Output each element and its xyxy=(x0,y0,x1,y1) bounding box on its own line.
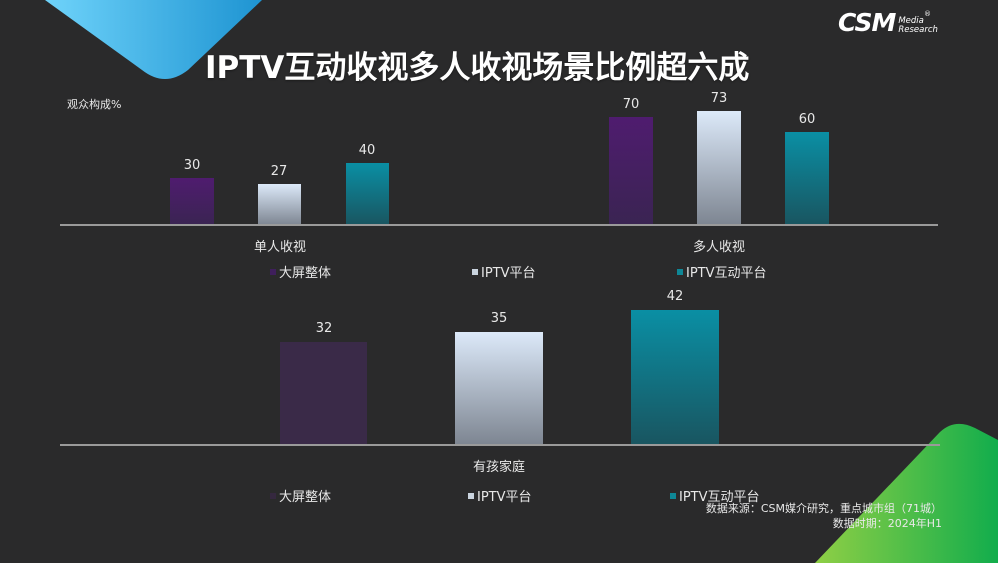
legend-item-da-ping: 大屏整体 xyxy=(270,486,331,505)
legend-item-iptv: IPTV平台 xyxy=(468,486,532,505)
x-axis-line xyxy=(60,224,938,226)
legend-label: IPTV互动平台 xyxy=(679,490,760,505)
bar-value-label: 27 xyxy=(270,164,288,179)
bar-multi-iptv xyxy=(697,111,741,225)
logo-sub-line2: Research xyxy=(898,25,938,35)
data-period-note: 数据时期：2024年H1 xyxy=(832,517,942,530)
bar-single-iptv-interactive xyxy=(346,163,389,225)
bar-value-label: 73 xyxy=(710,91,728,106)
legend-label: 大屏整体 xyxy=(279,490,332,505)
legend-swatch-purple xyxy=(270,492,276,499)
bar-multi-da-ping xyxy=(609,117,653,225)
bar-single-iptv xyxy=(258,184,301,225)
bar-children-da-ping xyxy=(280,342,367,445)
bar-value-label: 70 xyxy=(622,97,640,112)
legend-item-iptv-interactive: IPTV互动平台 xyxy=(677,262,767,281)
legend-item-da-ping: 大屏整体 xyxy=(270,262,331,281)
legend-swatch-teal xyxy=(677,268,683,275)
legend-swatch-teal xyxy=(670,492,676,499)
logo-registered-mark: ® xyxy=(924,10,931,18)
bar-children-iptv xyxy=(455,332,543,445)
legend-label: IPTV平台 xyxy=(477,490,532,505)
category-label: 多人收视 xyxy=(692,240,745,255)
legend-label: IPTV平台 xyxy=(481,266,536,281)
x-axis-line xyxy=(60,444,940,446)
category-label: 单人收视 xyxy=(253,240,306,255)
legend-label: IPTV互动平台 xyxy=(686,266,767,281)
logo-sub-line1: Media xyxy=(898,16,924,26)
page-title: IPTV互动收视多人收视场景比例超六成 xyxy=(205,50,750,86)
legend-item-iptv: IPTV平台 xyxy=(472,262,536,281)
logo-subtitle: Media Research xyxy=(898,17,938,35)
category-label: 有孩家庭 xyxy=(472,460,525,475)
bar-multi-iptv-interactive xyxy=(785,132,829,225)
bar-value-label: 40 xyxy=(358,143,376,158)
data-source-note: 数据来源：CSM媒介研究，重点城市组（71城） xyxy=(705,502,942,515)
legend-swatch-white xyxy=(468,492,474,499)
bar-value-label: 30 xyxy=(183,158,201,173)
logo-main-text: CSM xyxy=(838,8,896,37)
legend-label: 大屏整体 xyxy=(279,266,332,281)
y-axis-label: 观众构成% xyxy=(67,98,122,111)
csm-logo: CSM ® Media Research xyxy=(838,8,938,38)
legend-item-iptv-interactive: IPTV互动平台 xyxy=(670,486,760,505)
bar-value-label: 60 xyxy=(798,112,816,127)
bar-value-label: 42 xyxy=(666,289,684,304)
bar-value-label: 32 xyxy=(315,321,333,336)
bar-single-da-ping xyxy=(170,178,214,225)
legend-swatch-purple xyxy=(270,268,276,275)
bar-value-label: 35 xyxy=(490,311,508,326)
legend-swatch-white xyxy=(472,268,478,275)
bar-children-iptv-interactive xyxy=(631,310,719,445)
